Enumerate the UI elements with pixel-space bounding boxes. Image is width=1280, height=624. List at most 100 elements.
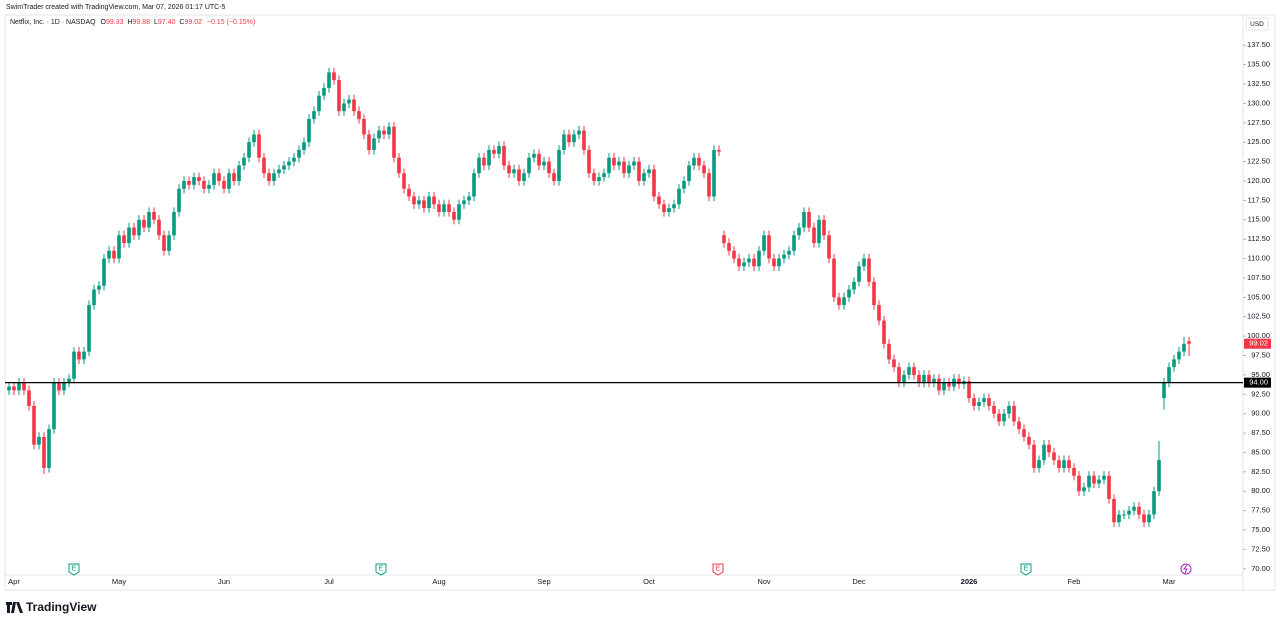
y-tick-label: 80.00 — [1251, 486, 1270, 495]
candle-body — [7, 386, 11, 391]
candle-body — [127, 227, 131, 244]
candle-body — [112, 250, 116, 259]
candle-body — [207, 184, 211, 189]
candle-body — [487, 149, 491, 166]
ohlc-label: O — [101, 19, 107, 26]
candle-body — [1077, 475, 1081, 492]
candle-body — [857, 266, 861, 282]
candle-body — [47, 429, 51, 468]
candle-body — [972, 398, 976, 406]
candle-body — [452, 212, 456, 220]
candle-body — [202, 180, 206, 189]
candle-body — [97, 285, 101, 290]
candle-body — [762, 235, 766, 251]
candle-body — [612, 157, 616, 166]
candle-body — [832, 258, 836, 298]
candle-body — [792, 235, 796, 251]
candle-body — [1157, 460, 1161, 492]
candle-body — [902, 374, 906, 383]
candle-body — [672, 204, 676, 209]
candle-body — [1067, 460, 1071, 468]
candle-body — [382, 130, 386, 135]
candle-body — [682, 180, 686, 189]
candle-body — [1032, 444, 1036, 468]
candle-body — [1102, 475, 1106, 480]
candle-body — [117, 235, 121, 259]
y-tick-label: 135.00 — [1247, 60, 1270, 69]
y-tick-label: 110.00 — [1248, 254, 1270, 263]
earnings-markers: E E E E — [68, 563, 1192, 576]
y-tick-label: 107.50 — [1247, 273, 1270, 282]
candle-body — [492, 149, 496, 154]
candle-body — [427, 196, 431, 209]
candle-body — [837, 297, 841, 306]
y-tick-label: 137.50 — [1247, 40, 1270, 49]
candle-body — [937, 378, 941, 391]
candle-body — [1137, 506, 1141, 515]
candle-body — [372, 138, 376, 150]
candle-body — [1107, 475, 1111, 499]
candle-body — [377, 130, 381, 139]
candle-body — [482, 157, 486, 166]
candle-body — [92, 289, 96, 306]
candle-body — [1052, 452, 1056, 461]
ohlc-label: H — [127, 19, 132, 26]
candle-body — [262, 157, 266, 174]
candles — [7, 67, 1191, 527]
brand-logo — [6, 602, 23, 613]
candle-body — [1062, 460, 1066, 468]
y-tick-label: 82.50 — [1251, 467, 1270, 476]
last-price-label: 99.02 — [1249, 339, 1268, 348]
candle-body — [1022, 429, 1026, 437]
candle-body — [17, 382, 21, 391]
candle-body — [777, 258, 781, 267]
candle-body — [422, 200, 426, 209]
x-tick-label: 2026 — [961, 577, 978, 586]
candle-body — [1187, 341, 1191, 344]
y-tick-label: 102.50 — [1247, 312, 1270, 321]
candle-body — [602, 173, 606, 178]
y-tick-label: 72.50 — [1251, 544, 1270, 553]
candle-body — [912, 367, 916, 375]
candle-body — [607, 157, 611, 174]
candle-body — [512, 169, 516, 174]
candle-body — [722, 235, 726, 244]
currency-box — [1245, 17, 1269, 31]
candle-body — [652, 169, 656, 197]
candle-body — [87, 305, 91, 352]
candle-body — [137, 219, 141, 236]
candle-body — [992, 405, 996, 414]
candle-body — [132, 227, 136, 236]
candle-body — [712, 149, 716, 197]
x-tick-label: Apr — [8, 577, 20, 586]
candle-body — [147, 212, 151, 228]
currency: USD — [1250, 21, 1264, 28]
candle-body — [1127, 510, 1131, 515]
candle-body — [692, 157, 696, 166]
candle-body — [527, 157, 531, 174]
candle-body — [192, 177, 196, 185]
candle-body — [1002, 413, 1006, 422]
candle-body — [907, 367, 911, 375]
candle-body — [632, 161, 636, 166]
candle-body — [1162, 382, 1166, 399]
earnings-icon — [1020, 563, 1032, 576]
candle-body — [592, 173, 596, 181]
candle-body — [732, 250, 736, 259]
candle-body — [357, 111, 361, 119]
ohlc-value: 99.33 — [106, 19, 124, 26]
candle-body — [522, 173, 526, 181]
candle-body — [987, 398, 991, 406]
candle-body — [37, 436, 41, 445]
candle-body — [197, 177, 201, 181]
candle-body — [252, 134, 256, 143]
candle-body — [677, 188, 681, 205]
change: −0.15 (−0.15%) — [207, 19, 255, 26]
candle-body — [802, 212, 806, 228]
candle-body — [407, 188, 411, 197]
candle-body — [287, 161, 291, 166]
candle-body — [177, 188, 181, 213]
x-tick-label: Dec — [852, 577, 866, 586]
candle-body — [767, 235, 771, 259]
candle-body — [637, 161, 641, 181]
